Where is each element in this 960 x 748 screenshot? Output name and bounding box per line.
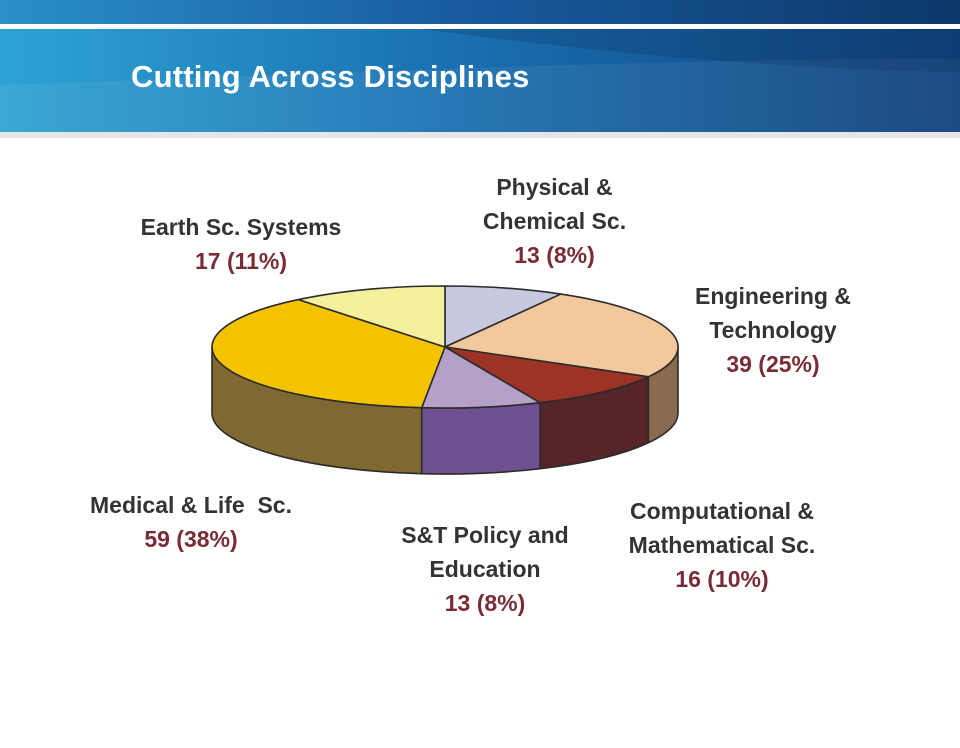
pie-slice-medical-life-sc (211, 298, 446, 409)
label-earth-systems: Earth Sc. Systems 17 (11%) (140, 214, 342, 274)
label-physical-chemical: Physical & Chemical Sc. 13 (8%) (482, 174, 627, 268)
pie-top-faces (211, 285, 679, 409)
label-engineering-technology: Engineering & Technology 39 (25%) (695, 283, 851, 377)
pie-slice-s-t-policy-and-education (420, 346, 541, 409)
header-band: Cutting Across Disciplines (0, 0, 960, 138)
slide-title: Cutting Across Disciplines (131, 59, 530, 94)
label-st-policy-education: S&T Policy and Education 13 (8%) (401, 522, 569, 616)
pie-slice-physical-chemical-sc (444, 285, 562, 348)
pie-slice-computational-mathematical-sc (444, 346, 650, 404)
label-computational-mathematical: Computational & Mathematical Sc. 16 (10%… (628, 498, 816, 592)
pie-slice-engineering-technology (444, 293, 679, 378)
pie-side-s-t-policy-and-education (420, 401, 541, 475)
pie-slice-earth-sc-systems (297, 285, 446, 348)
label-medical-life: Medical & Life Sc. 59 (38%) (90, 492, 292, 552)
header-background (0, 0, 960, 138)
